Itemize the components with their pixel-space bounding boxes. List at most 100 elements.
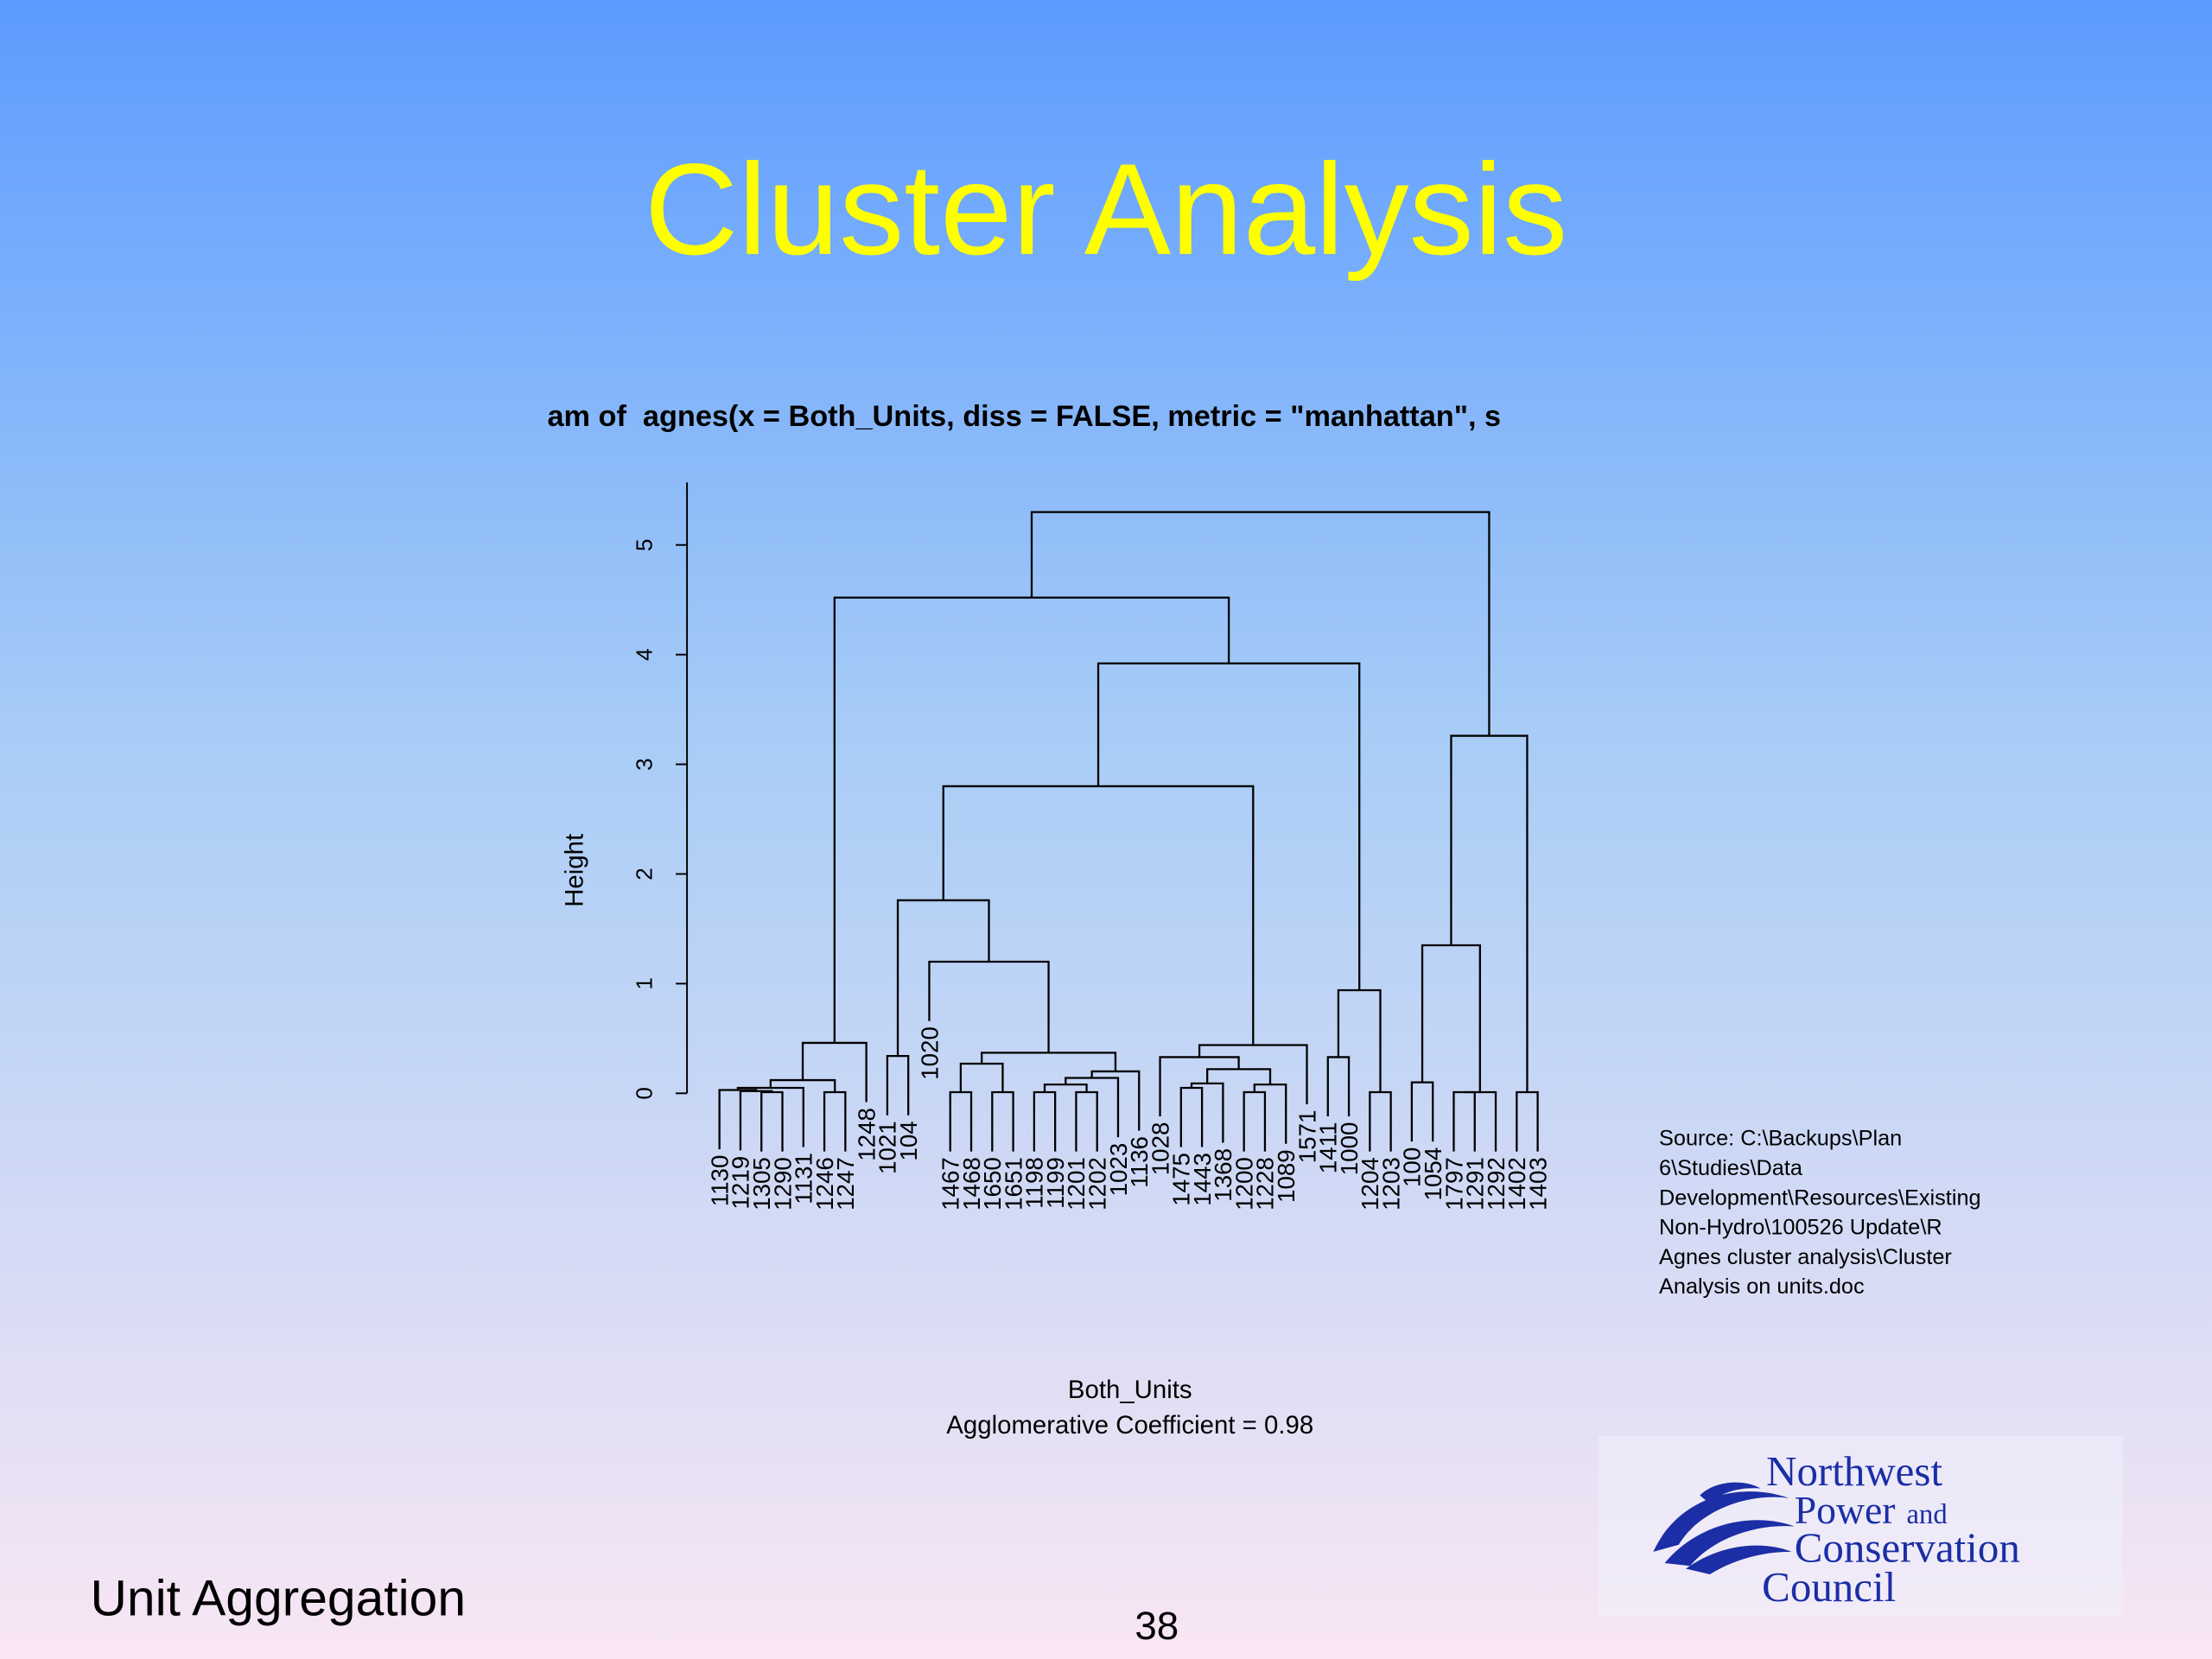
merge-link: [1243, 1090, 1267, 1152]
leaf-label: 1291: [1462, 1157, 1489, 1211]
merge-link: [1369, 1090, 1392, 1152]
y-tick-label: 1: [631, 977, 657, 990]
leaf-label: 104: [895, 1121, 922, 1160]
leaf-label: 1136: [1126, 1136, 1153, 1188]
leaf-label: 1054: [1420, 1147, 1446, 1201]
merge-link: [833, 596, 1230, 1043]
merge-link: [1450, 734, 1529, 1093]
leaf-label: 1368: [1210, 1148, 1236, 1202]
merge-link: [1030, 511, 1491, 736]
logo-text: Conservation: [1795, 1523, 2020, 1571]
y-axis-label: Height: [560, 834, 588, 907]
leaf-label: 1292: [1483, 1157, 1510, 1211]
merge-link: [1253, 1084, 1287, 1144]
leaf-label: 1248: [853, 1108, 880, 1161]
leaf-label: 1020: [916, 1027, 943, 1080]
leaf-label: 1023: [1105, 1143, 1132, 1197]
leaf-label: 1305: [748, 1157, 775, 1211]
leaf-label: 1028: [1147, 1122, 1173, 1176]
merge-link: [718, 1089, 758, 1150]
merge-link: [801, 1041, 868, 1103]
merge-link: [959, 1062, 1004, 1093]
source-line: Development\Resources\Existing: [1659, 1185, 1981, 1210]
page-number: 38: [1135, 1604, 1179, 1648]
logo-swirl: [1686, 1545, 1792, 1575]
leaf-label: 1198: [1021, 1157, 1048, 1209]
agglomerative-coefficient: 0.98: [1264, 1411, 1313, 1440]
leaf-label: 1247: [832, 1157, 859, 1211]
source-line: Non-Hydro\100526 Update\R: [1659, 1216, 1942, 1240]
merge-link: [1033, 1090, 1057, 1152]
leaf-label: 1467: [938, 1157, 964, 1211]
leaf-label: 100: [1399, 1147, 1426, 1187]
leaf-label: 1203: [1377, 1157, 1404, 1211]
leaf-label: 1202: [1084, 1157, 1110, 1211]
merge-link: [949, 1090, 973, 1152]
chart-title: am of agnes(x = Both_Units, diss = FALSE…: [547, 400, 1501, 433]
y-tick-label: 5: [631, 538, 657, 551]
leaf-label: 1228: [1252, 1157, 1279, 1211]
logo-text: Power: [1795, 1488, 1896, 1532]
logo-text: Northwest: [1766, 1447, 1942, 1495]
merge-link: [823, 1090, 847, 1152]
merge-link: [1464, 1090, 1497, 1152]
merge-link: [760, 1090, 784, 1152]
y-tick-label: 0: [631, 1087, 657, 1100]
leaf-label: 1402: [1503, 1157, 1530, 1211]
merge-link: [1452, 1090, 1476, 1152]
logo-swirl: [1664, 1520, 1795, 1567]
merge-link: [1516, 1090, 1539, 1152]
slide-title: Cluster Analysis: [645, 137, 1567, 282]
y-tick-label: 3: [631, 758, 657, 771]
leaf-label: 1475: [1168, 1153, 1195, 1206]
merge-link: [1043, 1084, 1088, 1093]
y-tick-label: 4: [631, 648, 657, 661]
chart: am of agnes(x = Both_Units, diss = FALSE…: [547, 400, 1551, 1440]
leaf-label: 1201: [1063, 1157, 1090, 1211]
footer: Unit Aggregation: [90, 1570, 466, 1626]
logo: Northwest Power and Conservation Council: [1598, 1436, 2124, 1618]
source-line: Analysis on units.doc: [1659, 1274, 1865, 1299]
leaf-label: 1468: [958, 1157, 985, 1211]
merge-link: [942, 785, 1255, 1046]
merge-link: [991, 1090, 1014, 1152]
source-line: Source: C:\Backups\Plan: [1659, 1127, 1902, 1151]
leaf-label: 1200: [1230, 1157, 1257, 1211]
merge-link: [1206, 1068, 1272, 1085]
x-axis-label: Both_Units: [1068, 1376, 1192, 1404]
merge-link: [928, 960, 1050, 1053]
source-line: Agnes cluster analysis\Cluster: [1659, 1245, 1952, 1269]
logo-text: Council: [1762, 1563, 1896, 1611]
source-note: Source: C:\Backups\Plan 6\Studies\Data D…: [1659, 1127, 1981, 1299]
leaf-label: 1219: [728, 1156, 754, 1210]
leaf-label: 1651: [1000, 1157, 1027, 1211]
y-tick-label: 2: [631, 868, 657, 880]
leaf-label: 1290: [769, 1157, 796, 1211]
leaf-label: 1650: [979, 1157, 1006, 1211]
leaf-label: 1571: [1294, 1110, 1320, 1164]
leaf-label: 1204: [1357, 1157, 1383, 1211]
leaf-label: 1021: [874, 1121, 901, 1174]
leaf-label: 1411: [1315, 1122, 1342, 1174]
logo-swirl: [1653, 1491, 1789, 1552]
subtitle-text: Agglomerative Coefficient =: [946, 1411, 1264, 1440]
logo-text: and: [1907, 1499, 1948, 1530]
source-line: 6\Studies\Data: [1659, 1156, 1803, 1180]
leaf-label: 1443: [1189, 1153, 1216, 1206]
logo-text: Power and: [1795, 1488, 1948, 1532]
subtitle: Agglomerative Coefficient = 0.98: [946, 1411, 1313, 1440]
merge-link: [1096, 662, 1361, 991]
leaf-label: 1246: [811, 1157, 838, 1211]
leaf-label: 1130: [706, 1155, 733, 1207]
leaf-label: 1131: [791, 1153, 817, 1205]
merge-link: [1075, 1090, 1098, 1152]
merge-link: [1190, 1082, 1224, 1143]
leaf-label: 1089: [1273, 1149, 1300, 1203]
leaf-label: 1199: [1042, 1157, 1069, 1209]
leaf-label: 1797: [1440, 1157, 1467, 1211]
merge-link: [1065, 1077, 1120, 1138]
leaf-label: 1000: [1336, 1122, 1363, 1176]
